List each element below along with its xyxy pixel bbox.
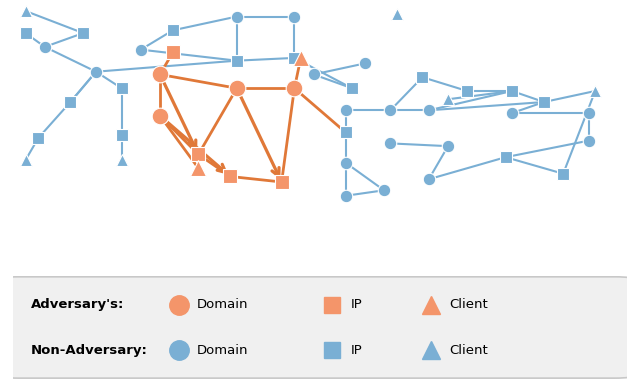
FancyBboxPatch shape bbox=[1, 277, 634, 378]
Text: Non-Adversary:: Non-Adversary: bbox=[31, 344, 148, 357]
Text: Domain: Domain bbox=[197, 298, 248, 311]
Text: IP: IP bbox=[351, 344, 362, 357]
Text: Client: Client bbox=[449, 344, 488, 357]
Text: Domain: Domain bbox=[197, 344, 248, 357]
Text: Client: Client bbox=[449, 298, 488, 311]
Text: IP: IP bbox=[351, 298, 362, 311]
Text: Adversary's:: Adversary's: bbox=[31, 298, 125, 311]
